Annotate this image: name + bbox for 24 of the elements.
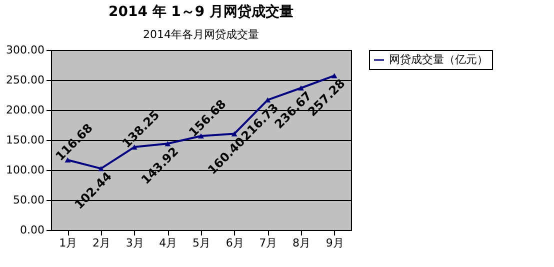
point [98,166,104,172]
x-tick-label: 1月 [59,236,78,250]
x-tick-label: 5月 [192,236,210,250]
x-tick-label: 7月 [259,236,278,250]
chart-subtitle: 2014年各月网贷成交量 [143,28,259,41]
x-tick-label: 6月 [226,236,244,250]
x-tick-label: 3月 [126,236,144,250]
x-tick-label: 4月 [159,236,178,250]
y-tick-label: 300.00 [6,44,44,56]
chart-title: 2014 年 1～9 月网贷成交量 [108,3,294,20]
legend-label: 网贷成交量（亿元） [389,53,488,66]
x-tick-label: 8月 [292,236,310,250]
point [164,141,171,146]
y-tick-label: 200.00 [6,104,44,116]
point [331,73,338,78]
x-tick-label: 9月 [326,236,344,250]
point [231,131,238,136]
point [298,85,304,91]
y-tick-label: 50.00 [13,194,44,206]
y-tick-label: 100.00 [6,164,44,176]
y-tick-label: 150.00 [6,134,44,146]
y-tick-label: 0.00 [20,224,44,236]
x-tick-label: 2月 [92,236,110,250]
y-tick-label: 250.00 [6,74,44,86]
